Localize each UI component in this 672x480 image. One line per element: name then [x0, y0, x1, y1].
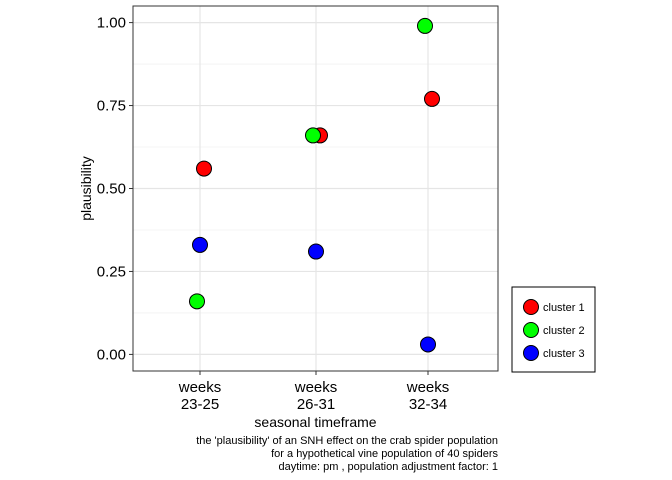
caption-line: for a hypothetical vine population of 40… — [271, 448, 498, 460]
point-cluster-1 — [196, 160, 212, 177]
point-cluster-2 — [189, 293, 205, 310]
point-cluster-3 — [308, 243, 324, 260]
y-axis: 0.00 0.25 0.50 0.75 1.00 — [97, 15, 133, 363]
legend: cluster 1 cluster 2 cluster 3 — [511, 286, 596, 373]
x-tick-label: weeks 32-34 — [406, 379, 450, 413]
y-tick-label: 0.75 — [97, 98, 126, 115]
x-axis: weeks 23-25 weeks 26-31 weeks 32-34 — [178, 371, 450, 413]
caption: the 'plausibility' of an SNH effect on t… — [196, 435, 498, 473]
y-tick-label: 0.25 — [97, 263, 126, 280]
y-axis-title: plausibility — [78, 156, 94, 221]
y-tick-label: 0.00 — [97, 346, 126, 363]
caption-line: the 'plausibility' of an SNH effect on t… — [196, 435, 498, 447]
point-cluster-3 — [420, 336, 436, 353]
y-tick-label: 1.00 — [97, 15, 126, 32]
legend-label: cluster 1 — [543, 302, 585, 314]
point-cluster-3 — [192, 236, 208, 253]
x-tick-label: weeks 26-31 — [294, 379, 338, 413]
caption-line: daytime: pm , population adjustment fact… — [278, 461, 498, 473]
legend-key — [523, 322, 539, 338]
legend-label: cluster 2 — [543, 325, 585, 337]
data-points — [189, 17, 440, 353]
point-cluster-2 — [305, 127, 321, 144]
x-tick-label: weeks 23-25 — [178, 379, 222, 413]
grid-lines — [132, 5, 499, 372]
legend-label: cluster 3 — [543, 348, 585, 360]
x-axis-title: seasonal timeframe — [254, 414, 376, 430]
legend-key — [523, 345, 539, 361]
legend-key — [523, 299, 539, 315]
point-cluster-2 — [417, 17, 433, 34]
point-cluster-1 — [424, 90, 440, 107]
y-tick-label: 0.50 — [97, 181, 126, 198]
